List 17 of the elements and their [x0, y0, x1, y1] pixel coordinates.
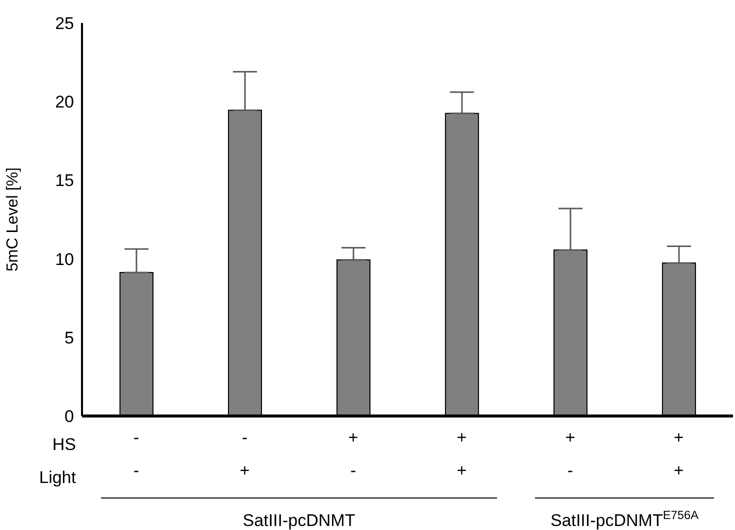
y-tick-label: 5	[64, 328, 74, 348]
text: HS	[52, 435, 76, 454]
text: SatIII-pcDNMT$^{E756A}$	[550, 508, 699, 530]
y-tick-label: 15	[55, 171, 74, 190]
y-tick-label: 25	[55, 14, 74, 34]
x-tick-label: + +	[674, 428, 684, 480]
y-tick-label: 0	[64, 407, 74, 426]
text: Light	[39, 468, 76, 487]
y-tick-label: 20	[55, 92, 74, 112]
x-tick-label: - +	[240, 428, 250, 480]
x-tick-label: + -	[565, 428, 576, 480]
y-axis-title: 5mC Level [%]	[4, 167, 22, 272]
x-tick-label: + +	[456, 428, 467, 480]
x-tick-label: + -	[348, 428, 358, 480]
x-tick-label: - -	[133, 428, 140, 480]
text: SatIII-pcDNMT	[242, 511, 356, 530]
y-tick-label: 10	[55, 250, 74, 269]
